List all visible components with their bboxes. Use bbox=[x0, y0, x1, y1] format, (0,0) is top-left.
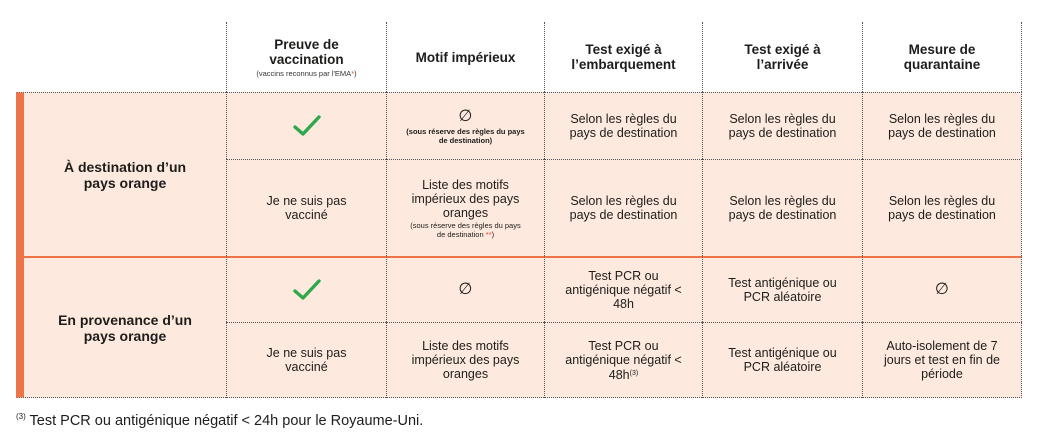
footnote: (3) Test PCR ou antigénique négatif < 24… bbox=[16, 412, 423, 429]
dest-not-vaccinated: Je ne suis pas vacciné bbox=[226, 159, 386, 256]
dest-vaccinated-motif-note: (sous réserve des règles du pays de dest… bbox=[406, 126, 525, 145]
header-empty-corner bbox=[16, 22, 226, 92]
empty-set-icon: ∅ bbox=[458, 107, 473, 125]
prov-not-vaccinated: Je ne suis pas vacciné bbox=[226, 322, 386, 398]
dest-vaccinated-arrival: Selon les règles du pays de destination bbox=[702, 92, 862, 159]
prov-vaccinated-embark: Test PCR ou antigénique négatif < 48h bbox=[544, 256, 702, 322]
prov-not-vaccinated-embark: Test PCR ou antigénique négatif < 48h(3) bbox=[544, 322, 702, 398]
header-test-embarkation: Test exigé à l’embarquement bbox=[544, 22, 702, 92]
dest-vaccinated-motif: ∅ (sous réserve des règles du pays de de… bbox=[386, 92, 544, 159]
dest-not-vaccinated-embark: Selon les règles du pays de destination bbox=[544, 159, 702, 256]
header-test-arrival: Test exigé à l’arrivée bbox=[702, 22, 862, 92]
prov-not-vaccinated-quarantine: Auto-isolement de 7 jours et test en fin… bbox=[862, 322, 1022, 398]
travel-rules-table: Preuve de vaccination (vaccins reconnus … bbox=[16, 22, 1022, 398]
footnote-marker: (3) bbox=[16, 412, 26, 421]
dest-not-vaccinated-quarantine: Selon les règles du pays de destination bbox=[862, 159, 1022, 256]
prov-vaccinated-quarantine: ∅ bbox=[862, 256, 1022, 322]
dest-vaccinated-embark: Selon les règles du pays de destination bbox=[544, 92, 702, 159]
header-motif: Motif impérieux bbox=[386, 22, 544, 92]
empty-set-icon: ∅ bbox=[935, 281, 949, 298]
dest-not-vaccinated-arrival: Selon les règles du pays de destination bbox=[702, 159, 862, 256]
row-label-provenance: En provenance d’un pays orange bbox=[16, 256, 226, 398]
prov-not-vaccinated-motif: Liste des motifs impérieux des pays oran… bbox=[386, 322, 544, 398]
header-vaccination-proof: Preuve de vaccination (vaccins reconnus … bbox=[226, 22, 386, 92]
prov-vaccinated-arrival: Test antigénique ou PCR aléatoire bbox=[702, 256, 862, 322]
check-icon bbox=[292, 279, 321, 300]
prov-vaccinated-motif: ∅ bbox=[386, 256, 544, 322]
prov-vaccinated-check bbox=[226, 256, 386, 322]
dest-not-vaccinated-motif-note: (sous réserve des règles du pays de dest… bbox=[410, 220, 521, 239]
dest-vaccinated-quarantine: Selon les règles du pays de destination bbox=[862, 92, 1022, 159]
prov-not-vaccinated-arrival: Test antigénique ou PCR aléatoire bbox=[702, 322, 862, 398]
dest-vaccinated-check bbox=[226, 92, 386, 159]
dest-not-vaccinated-motif-main: Liste des motifs impérieux des pays oran… bbox=[411, 177, 520, 220]
check-icon bbox=[292, 115, 321, 136]
footnote-text: Test PCR ou antigénique négatif < 24h po… bbox=[25, 413, 424, 429]
dest-not-vaccinated-motif: Liste des motifs impérieux des pays oran… bbox=[386, 159, 544, 256]
header-quarantine: Mesure de quarantaine bbox=[862, 22, 1022, 92]
header-vaccination-title: Preuve de vaccination bbox=[269, 36, 344, 67]
empty-set-icon: ∅ bbox=[458, 281, 473, 298]
header-vaccination-subtitle: (vaccins reconnus par l'EMA*) bbox=[256, 68, 357, 78]
row-label-destination: À destination d’un pays orange bbox=[16, 92, 226, 256]
